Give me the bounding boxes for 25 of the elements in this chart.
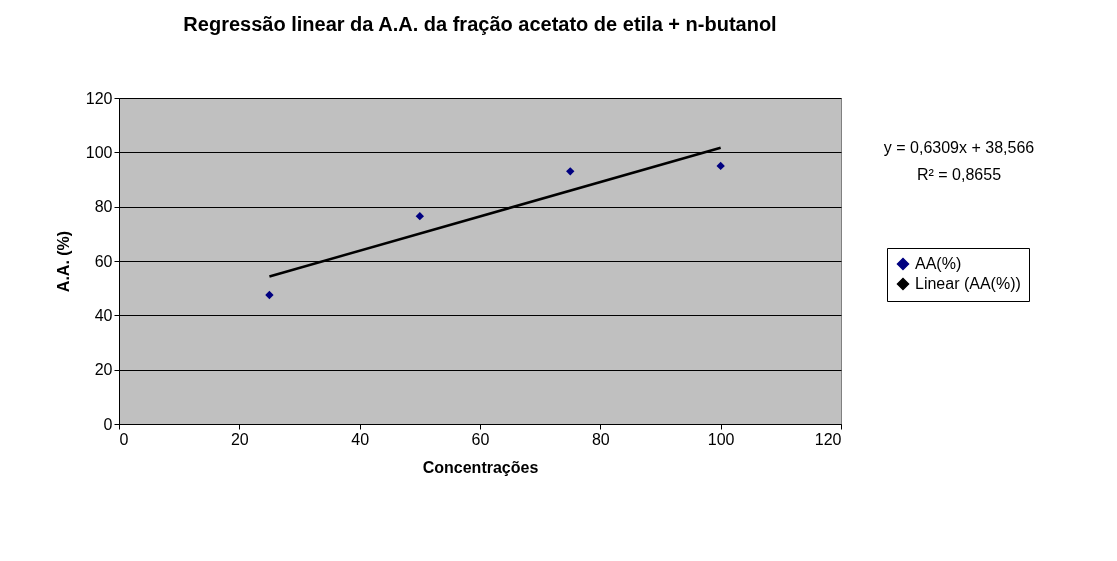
y-tick-label: 60 — [94, 252, 113, 270]
text: y = 0,6309x + 38,566 — [883, 139, 1035, 156]
x-tick-label: 120 — [814, 430, 842, 448]
legend-label: Linear (AA(%)) — [915, 275, 1021, 292]
x-tick-label: 60 — [471, 430, 490, 448]
x-axis-title: Concentrações — [422, 458, 539, 476]
y-axis-title: A.A. (%) — [54, 230, 72, 293]
point — [566, 167, 575, 176]
chart-title: Regressão linear da A.A. da fração acetato de etila + n-butanol — [183, 13, 777, 35]
x-tick-label: 80 — [591, 430, 610, 448]
legend-label: AA(%) — [915, 255, 962, 272]
x-tick-label: 20 — [230, 430, 249, 448]
y-tick-label: 100 — [85, 143, 113, 161]
y-tick-label: 40 — [94, 306, 113, 324]
point — [716, 161, 725, 171]
point — [265, 290, 274, 300]
point — [415, 211, 425, 221]
x-tick-label: 100 — [707, 430, 735, 448]
y-tick-label: 120 — [85, 89, 113, 107]
y-tick-label: 80 — [94, 198, 113, 216]
x-tick-label: 0 — [119, 430, 129, 448]
y-tick-label: 0 — [103, 415, 113, 433]
x-tick-label: 40 — [351, 430, 370, 448]
y-tick-label: 20 — [94, 361, 113, 379]
text: R² = 0,8655 — [916, 166, 1002, 183]
